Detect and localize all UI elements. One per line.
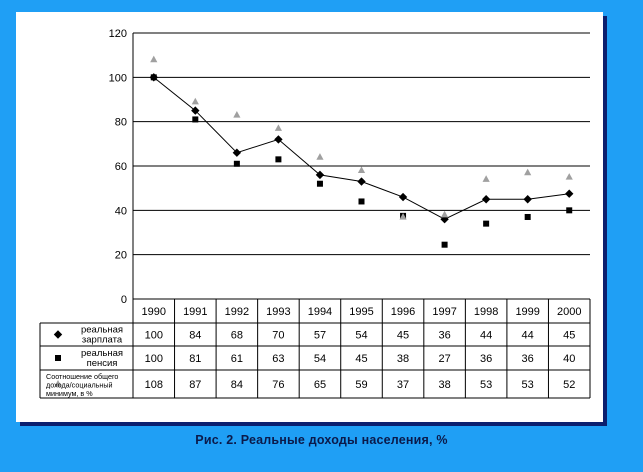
table-value: 57 <box>314 330 326 342</box>
legend-key <box>53 330 63 339</box>
table-value: 100 <box>145 353 163 365</box>
x-tick-label: 1995 <box>349 306 373 318</box>
table-value: 81 <box>189 353 201 365</box>
table-value: 100 <box>145 330 163 342</box>
data-point <box>150 74 157 81</box>
table-value: 52 <box>563 379 575 391</box>
data-point <box>316 180 323 187</box>
data-point <box>358 198 365 205</box>
legend-key <box>54 380 62 387</box>
data-point <box>483 220 490 227</box>
x-tick-label: 1996 <box>391 306 415 318</box>
table-value: 36 <box>480 353 492 365</box>
table-value: 53 <box>522 379 534 391</box>
data-point <box>232 148 242 157</box>
table-value: 68 <box>231 330 243 342</box>
table-value: 59 <box>355 379 367 391</box>
data-point <box>192 116 199 123</box>
table-value: 84 <box>189 330 201 342</box>
table-value: 65 <box>314 379 326 391</box>
table-value: 45 <box>563 330 575 342</box>
table-value: 36 <box>522 353 534 365</box>
x-tick-label: 1994 <box>308 306 332 318</box>
data-point <box>440 210 449 218</box>
x-tick-label: 1992 <box>225 306 249 318</box>
table-value: 87 <box>189 379 201 391</box>
y-tick-label: 40 <box>115 205 127 217</box>
table-value: 40 <box>563 353 575 365</box>
table-value: 38 <box>438 379 450 391</box>
data-point <box>524 168 532 176</box>
data-point <box>233 111 241 118</box>
y-tick-label: 20 <box>115 250 127 262</box>
table-value: 45 <box>397 330 409 342</box>
data-point <box>315 170 325 180</box>
legend-label: реальная зарплата <box>81 325 123 346</box>
legend-label: реальная пенсия <box>81 348 123 369</box>
table-value: 54 <box>314 353 326 365</box>
x-tick-label: 1999 <box>515 306 539 318</box>
table-value: 37 <box>397 379 409 391</box>
data-point <box>316 153 324 160</box>
x-tick-label: 1998 <box>474 306 498 318</box>
table-value: 54 <box>355 330 367 342</box>
data-point <box>357 166 366 174</box>
data-point <box>150 55 158 63</box>
data-point <box>233 160 240 167</box>
legend-key <box>55 355 61 361</box>
y-tick-label: 100 <box>109 72 127 84</box>
x-tick-label: 1990 <box>142 306 166 318</box>
x-tick-label: 1991 <box>183 306 207 318</box>
data-point <box>398 192 408 202</box>
data-point <box>566 207 573 214</box>
table-value: 36 <box>438 330 450 342</box>
data-point <box>441 241 448 248</box>
x-tick-label: 2000 <box>557 306 581 318</box>
y-tick-label: 80 <box>115 117 127 129</box>
table-value: 70 <box>272 330 284 342</box>
table-value: 38 <box>397 353 409 365</box>
figure-caption: Рис. 2. Реальные доходы населения, % <box>195 433 448 447</box>
table-value: 53 <box>480 379 492 391</box>
series-line <box>153 76 570 220</box>
data-point <box>275 156 282 163</box>
x-tick-label: 1997 <box>432 306 456 318</box>
data-point <box>523 195 532 204</box>
table-value: 61 <box>231 353 243 365</box>
chart-panel <box>16 12 603 422</box>
table-value: 108 <box>145 379 163 391</box>
table-value: 45 <box>355 353 367 365</box>
x-tick-label: 1993 <box>266 306 290 318</box>
data-point <box>565 173 573 180</box>
table-value: 44 <box>522 330 534 342</box>
table-value: 63 <box>272 353 284 365</box>
table-value: 84 <box>231 379 243 391</box>
data-point <box>524 213 531 220</box>
legend-label: Соотношение общего дохода/социальный миним… <box>46 372 118 398</box>
data-point <box>191 106 200 115</box>
data-point <box>274 135 283 144</box>
y-tick-label: 0 <box>121 294 127 306</box>
table-value: 76 <box>272 379 284 391</box>
data-point <box>357 177 366 186</box>
data-point <box>274 124 283 131</box>
y-tick-label: 60 <box>115 161 127 173</box>
data-point <box>191 97 199 105</box>
data-point <box>481 195 491 204</box>
data-point <box>565 189 574 198</box>
table-value: 44 <box>480 330 492 342</box>
data-point <box>482 175 490 182</box>
y-tick-label: 120 <box>109 28 127 40</box>
table-value: 27 <box>438 353 450 365</box>
data-point <box>399 212 407 220</box>
